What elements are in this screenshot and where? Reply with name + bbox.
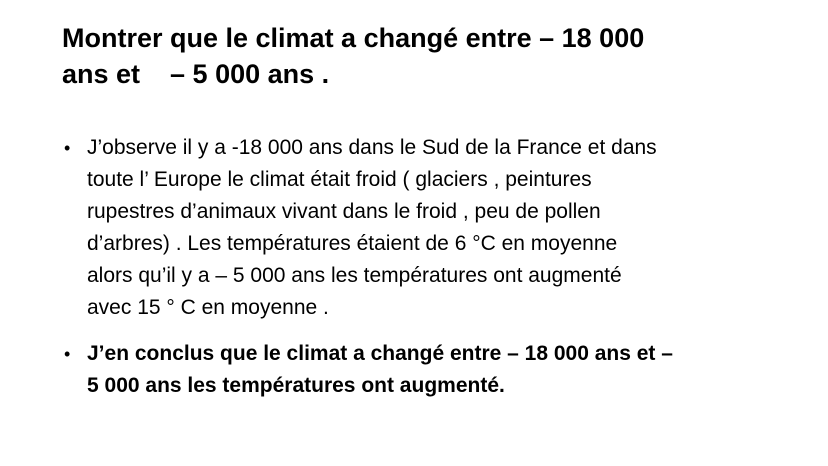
bullet-item-observation: • J’observe il y a -18 000 ans dans le S… xyxy=(64,132,788,324)
slide-body: • J’observe il y a -18 000 ans dans le S… xyxy=(64,132,788,402)
bullet-item-conclusion: • J’en conclus que le climat a changé en… xyxy=(64,338,788,402)
bullet-text-conclusion: J’en conclus que le climat a changé entr… xyxy=(87,342,673,397)
slide-title: Montrer que le climat a changé entre – 1… xyxy=(62,23,645,89)
bullet-icon: • xyxy=(64,344,71,364)
bullet-text-observation: J’observe il y a -18 000 ans dans le Sud… xyxy=(87,136,657,319)
bullet-icon: • xyxy=(64,138,71,158)
